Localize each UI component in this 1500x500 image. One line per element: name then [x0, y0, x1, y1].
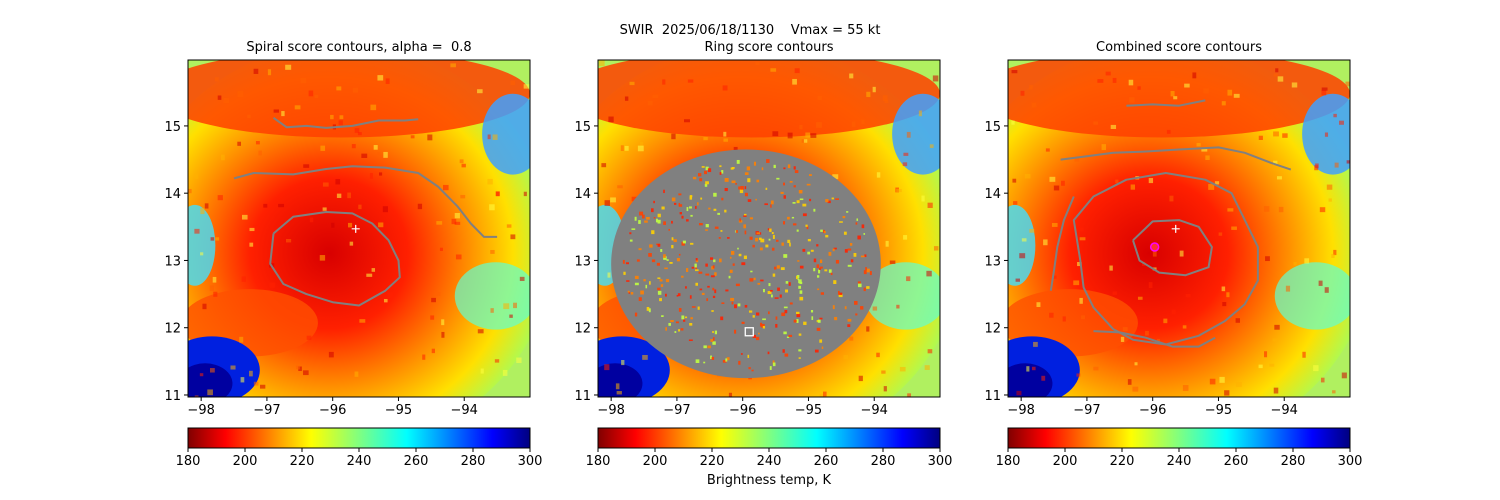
x-tick-label: −96 [729, 403, 756, 418]
y-tick-label: 14 [984, 187, 1001, 202]
panel-title-spiral: Spiral score contours, alpha = 0.8 [246, 40, 472, 55]
contour-south-band [1093, 330, 1216, 348]
contour-inner-ring [269, 211, 401, 307]
x-tick-label: −95 [795, 403, 822, 418]
figure-suptitle: SWIR 2025/06/18/1130 Vmax = 55 kt [619, 23, 881, 38]
x-tick-label: −97 [1073, 403, 1100, 418]
y-tick-label: 13 [984, 254, 1001, 269]
contour-inner-ring [1132, 219, 1213, 277]
contour-outer-spiral [233, 165, 498, 238]
y-tick-label: 13 [164, 254, 181, 269]
colorbar-tick-label: 240 [1167, 454, 1192, 469]
x-tick-label: −94 [861, 403, 888, 418]
brightness-temp-image [188, 60, 530, 397]
x-tick-label: −95 [1205, 403, 1232, 418]
x-tick-label: −98 [187, 403, 214, 418]
colorbar-tick-label: 180 [586, 454, 611, 469]
colorbar-tick-label: 300 [1338, 454, 1363, 469]
axes-frame [597, 59, 941, 398]
colorbar-tick-label: 240 [347, 454, 372, 469]
colorbar-tick-label: 180 [996, 454, 1021, 469]
colorbar-tick-label: 300 [928, 454, 953, 469]
colorbar-tick-label: 260 [1224, 454, 1249, 469]
colorbar-tick-label: 180 [176, 454, 201, 469]
y-tick-label: 15 [574, 120, 591, 135]
x-tick-label: −98 [1007, 403, 1034, 418]
contour-north-band [272, 116, 419, 129]
y-tick-label: 11 [574, 389, 591, 404]
combined-center-marker [1149, 242, 1160, 252]
colorbar-tick-label: 260 [814, 454, 839, 469]
y-tick-label: 12 [164, 322, 181, 337]
colorbar-tick-label: 200 [1053, 454, 1078, 469]
colorbar-tick-label: 240 [757, 454, 782, 469]
colorbar-tick-label: 280 [1281, 454, 1306, 469]
colorbar-tick-label: 260 [404, 454, 429, 469]
x-tick-label: −98 [597, 403, 624, 418]
colorbar-tick-label: 280 [871, 454, 896, 469]
colorbar [597, 427, 941, 449]
x-tick-label: −95 [385, 403, 412, 418]
colorbar-tick-label: 220 [1110, 454, 1135, 469]
colorbar-tick-label: 300 [518, 454, 543, 469]
colorbar-tick-label: 280 [461, 454, 486, 469]
contour-west-arc [1049, 196, 1075, 291]
y-tick-label: 12 [574, 322, 591, 337]
y-tick-label: 11 [164, 389, 181, 404]
colorbar-tick-label: 220 [290, 454, 315, 469]
colorbar-label: Brightness temp, K [706, 473, 832, 488]
x-tick-label: −96 [319, 403, 346, 418]
contour-north-band [1126, 99, 1206, 107]
x-tick-label: −97 [663, 403, 690, 418]
x-tick-label: −96 [1139, 403, 1166, 418]
y-tick-label: 15 [164, 120, 181, 135]
center-plus-marker [351, 224, 360, 233]
x-tick-label: −94 [1271, 403, 1298, 418]
ring-center-marker [744, 327, 754, 337]
panel-title-combined: Combined score contours [1096, 40, 1262, 55]
y-tick-label: 14 [574, 187, 591, 202]
center-plus-marker [1171, 224, 1180, 233]
panel-title-ring: Ring score contours [704, 40, 834, 55]
brightness-temp-image [598, 60, 940, 397]
y-tick-label: 15 [984, 120, 1001, 135]
contour-west-band [1060, 146, 1292, 171]
colorbar-tick-label: 200 [643, 454, 668, 469]
colorbar-tick-label: 200 [233, 454, 258, 469]
ring-contour-region [611, 149, 881, 379]
axes-frame [1007, 59, 1351, 398]
colorbar [187, 427, 531, 449]
y-tick-label: 14 [164, 187, 181, 202]
panel-2: −98 −97 −96 −95 −94 11 12 13 14 15 180 200 220 240 260… [574, 59, 953, 469]
y-tick-label: 13 [574, 254, 591, 269]
panel-1: −98 −97 −96 −95 −94 11 12 13 14 15 180 200 220 240 260… [164, 59, 543, 469]
colorbar [1007, 427, 1351, 449]
x-tick-label: −97 [253, 403, 280, 418]
brightness-temp-image [1008, 60, 1350, 397]
colorbar-tick-label: 220 [700, 454, 725, 469]
y-tick-label: 11 [984, 389, 1001, 404]
contour-outer-ring [1072, 172, 1259, 346]
x-tick-label: −94 [451, 403, 478, 418]
axes-frame [187, 59, 531, 398]
y-tick-label: 12 [984, 322, 1001, 337]
panel-3: −98 −97 −96 −95 −94 11 12 13 14 15 180 200 220 240 260… [984, 59, 1363, 469]
